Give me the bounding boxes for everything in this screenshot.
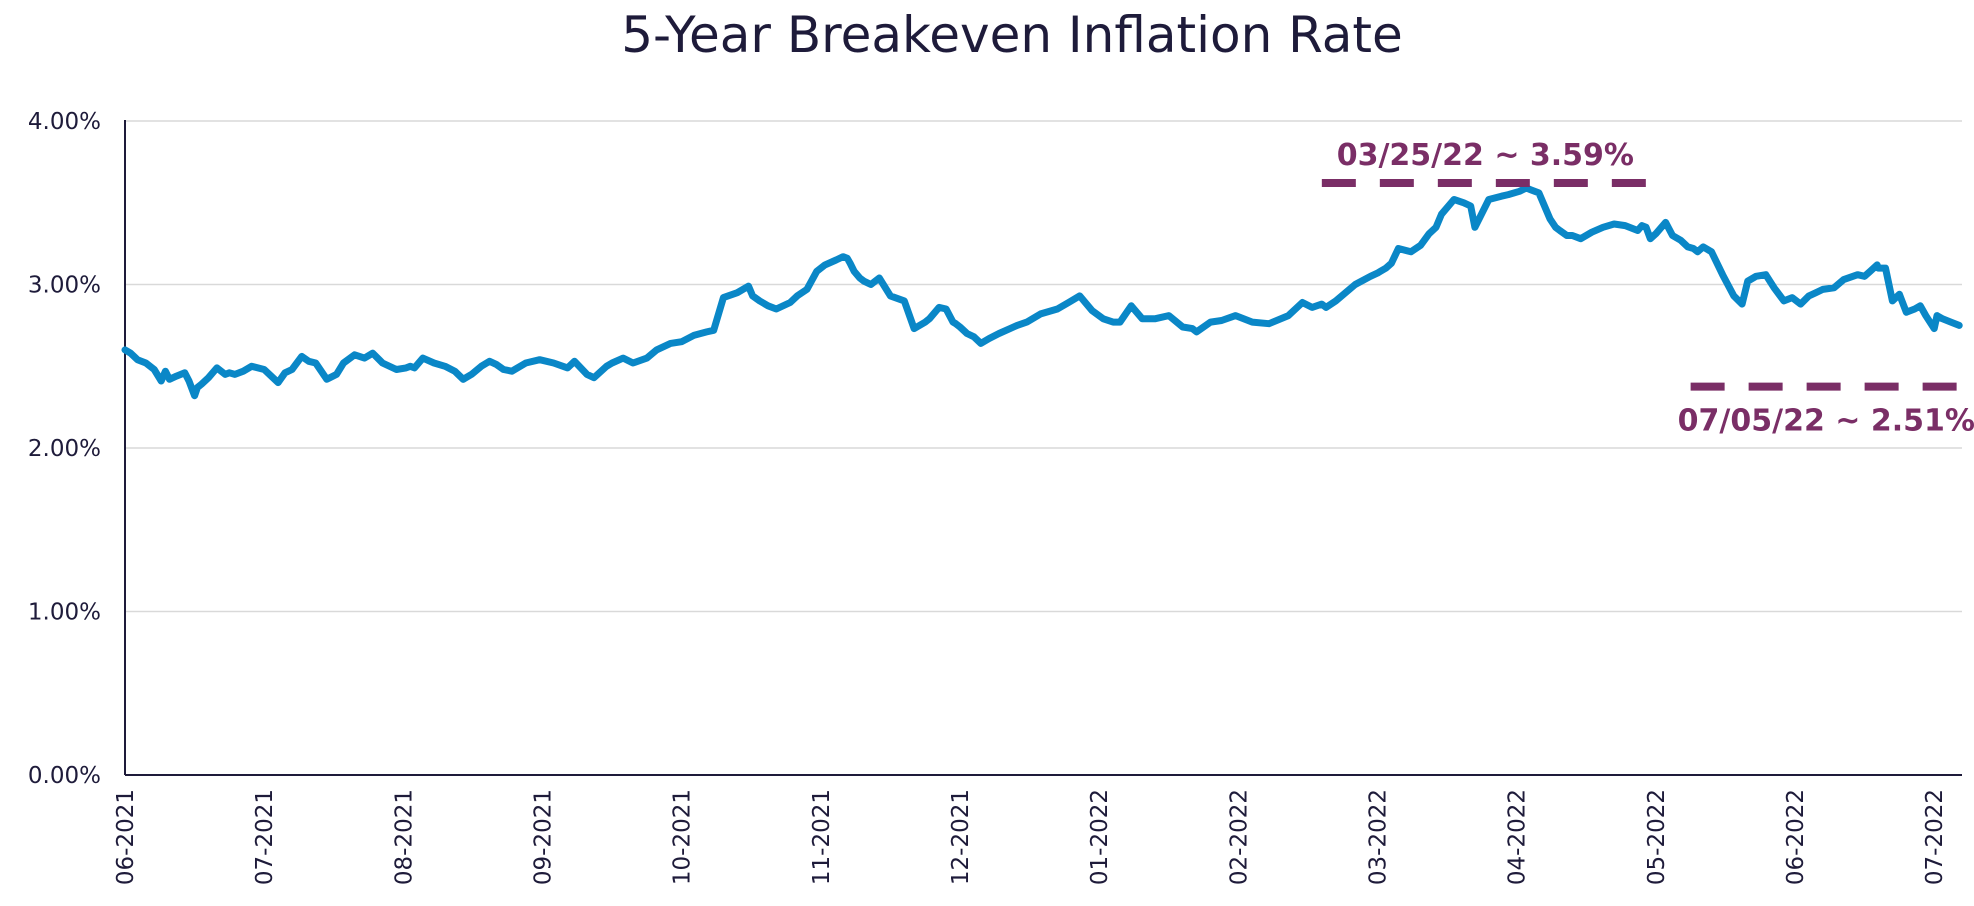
annotation-label-0: 03/25/22 ~ 3.59% [1337,138,1634,173]
annotation-label-1: 07/05/22 ~ 2.51% [1678,404,1974,439]
gridlines [125,120,1962,613]
chart-title: 5-Year Breakeven Inflation Rate [621,6,1403,64]
y-tick-label: 2.00% [28,436,101,462]
x-tick-label: 07-2021 [252,789,278,885]
x-tick-label: 01-2022 [1087,789,1113,885]
x-tick-label: 11-2021 [809,789,835,885]
x-axis-tick-labels: 06-2021 07-2021 08-2021 09-2021 10-2021 11-20… [113,789,1948,885]
y-tick-label: 4.00% [28,109,101,135]
x-tick-label: 04-2022 [1505,789,1531,885]
x-tick-label: 10-2021 [670,789,696,885]
y-tick-label: 3.00% [28,273,101,299]
axes [124,120,1962,776]
y-tick-label: 0.00% [28,763,101,789]
y-tick-label: 1.00% [28,600,101,626]
x-tick-label: 07-2022 [1922,789,1948,885]
x-tick-label: 06-2021 [113,789,139,885]
x-tick-label: 03-2022 [1366,789,1392,885]
x-tick-label: 05-2022 [1644,789,1670,885]
x-tick-label: 09-2021 [531,789,557,885]
x-tick-label: 08-2021 [391,789,417,885]
y-axis-tick-labels: 0.00% 1.00% 2.00% 3.00% 4.00% [28,109,101,789]
series-line-0 [121,184,1963,400]
x-tick-label: 12-2021 [948,789,974,885]
series-layer [121,184,1963,400]
x-tick-label: 02-2022 [1226,789,1252,885]
annotations: 03/25/22 ~ 3.59% 07/05/22 ~ 2.51% [1321,138,1974,439]
x-tick-label: 06-2022 [1783,789,1809,885]
